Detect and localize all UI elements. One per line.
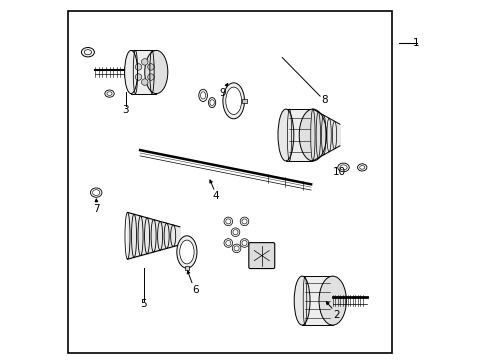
Circle shape [141, 59, 148, 65]
Ellipse shape [209, 100, 214, 105]
Ellipse shape [144, 50, 167, 94]
Circle shape [232, 244, 241, 253]
Ellipse shape [339, 165, 346, 170]
Circle shape [225, 240, 230, 246]
Text: 6: 6 [192, 285, 199, 295]
Circle shape [147, 74, 154, 80]
Circle shape [224, 239, 232, 247]
Ellipse shape [92, 190, 100, 195]
Circle shape [231, 228, 239, 237]
Bar [131, 50, 156, 94]
Ellipse shape [299, 109, 326, 161]
Ellipse shape [337, 163, 348, 172]
Circle shape [242, 240, 246, 246]
Ellipse shape [177, 236, 197, 268]
Ellipse shape [104, 90, 114, 97]
Ellipse shape [90, 188, 102, 197]
Circle shape [242, 219, 246, 224]
Circle shape [225, 219, 230, 224]
Bar [242, 99, 246, 103]
Ellipse shape [294, 276, 309, 325]
Ellipse shape [84, 50, 91, 55]
Text: 7: 7 [93, 204, 100, 214]
Ellipse shape [277, 109, 293, 161]
Circle shape [240, 217, 248, 226]
Text: 5: 5 [140, 299, 147, 309]
Ellipse shape [359, 166, 364, 169]
Ellipse shape [225, 87, 241, 114]
Bar [302, 276, 332, 325]
Circle shape [147, 64, 154, 70]
Bar [285, 109, 312, 161]
Text: 10: 10 [332, 167, 345, 177]
Bar [184, 266, 189, 270]
FancyBboxPatch shape [248, 243, 274, 269]
Circle shape [240, 239, 248, 247]
Ellipse shape [208, 98, 215, 108]
Ellipse shape [107, 92, 112, 95]
Circle shape [135, 64, 142, 70]
Text: 2: 2 [332, 310, 339, 320]
Ellipse shape [223, 83, 244, 119]
Ellipse shape [81, 48, 94, 57]
Ellipse shape [179, 240, 194, 264]
Ellipse shape [357, 164, 366, 171]
Text: 1: 1 [412, 38, 419, 48]
Ellipse shape [318, 276, 346, 325]
Circle shape [141, 79, 148, 85]
Text: 3: 3 [122, 105, 129, 115]
Ellipse shape [200, 92, 205, 99]
Circle shape [234, 246, 239, 251]
Circle shape [224, 217, 232, 226]
Text: 4: 4 [212, 191, 219, 201]
Text: 9: 9 [219, 88, 226, 98]
Text: 8: 8 [321, 95, 327, 105]
Ellipse shape [199, 89, 207, 102]
Ellipse shape [124, 50, 137, 94]
Circle shape [232, 230, 238, 235]
Circle shape [135, 74, 142, 80]
